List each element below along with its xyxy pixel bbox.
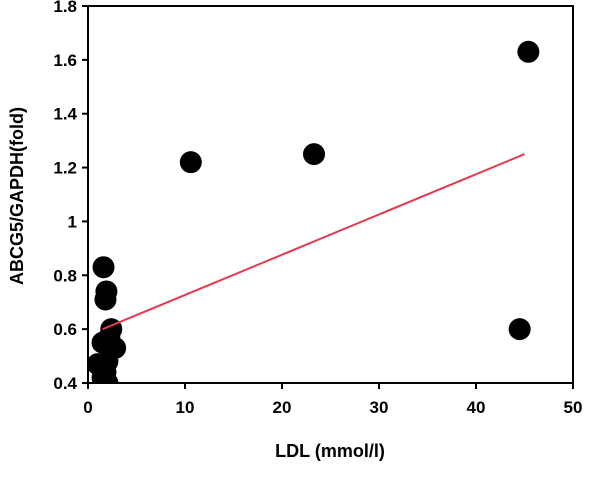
data-point <box>303 143 326 166</box>
tick-labels: 0 10 20 30 40 50 0.4 0.6 0.8 1 1.2 1.4 1.6 1.8 <box>53 0 582 417</box>
data-point <box>517 40 540 63</box>
data-point <box>508 318 531 341</box>
x-tick-label: 30 <box>370 398 389 417</box>
x-tick-label: 20 <box>273 398 292 417</box>
y-tick-label: 0.4 <box>53 374 77 393</box>
y-axis-title: ABCG5/GAPDH(fold) <box>7 107 27 285</box>
x-axis-title: LDL (mmol/l) <box>275 441 385 461</box>
x-tick-label: 40 <box>467 398 486 417</box>
axes <box>82 5 574 389</box>
y-tick-label: 0.8 <box>53 266 77 285</box>
data-point <box>179 151 202 174</box>
y-tick-label: 1.8 <box>53 0 77 16</box>
x-tick-label: 10 <box>176 398 195 417</box>
data-point <box>95 280 118 303</box>
y-tick-label: 1 <box>68 212 77 231</box>
data-points <box>88 40 540 383</box>
y-tick-label: 1.4 <box>53 105 77 124</box>
x-tick-label: 0 <box>83 398 92 417</box>
y-tick-label: 0.6 <box>53 320 77 339</box>
data-point <box>96 372 119 383</box>
plot-frame <box>87 5 574 384</box>
y-tick-label: 1.6 <box>53 51 77 70</box>
x-tick-label: 50 <box>564 398 583 417</box>
trendline <box>102 153 525 331</box>
y-tick-label: 1.2 <box>53 159 77 178</box>
data-point <box>104 336 127 359</box>
data-point <box>92 256 115 279</box>
